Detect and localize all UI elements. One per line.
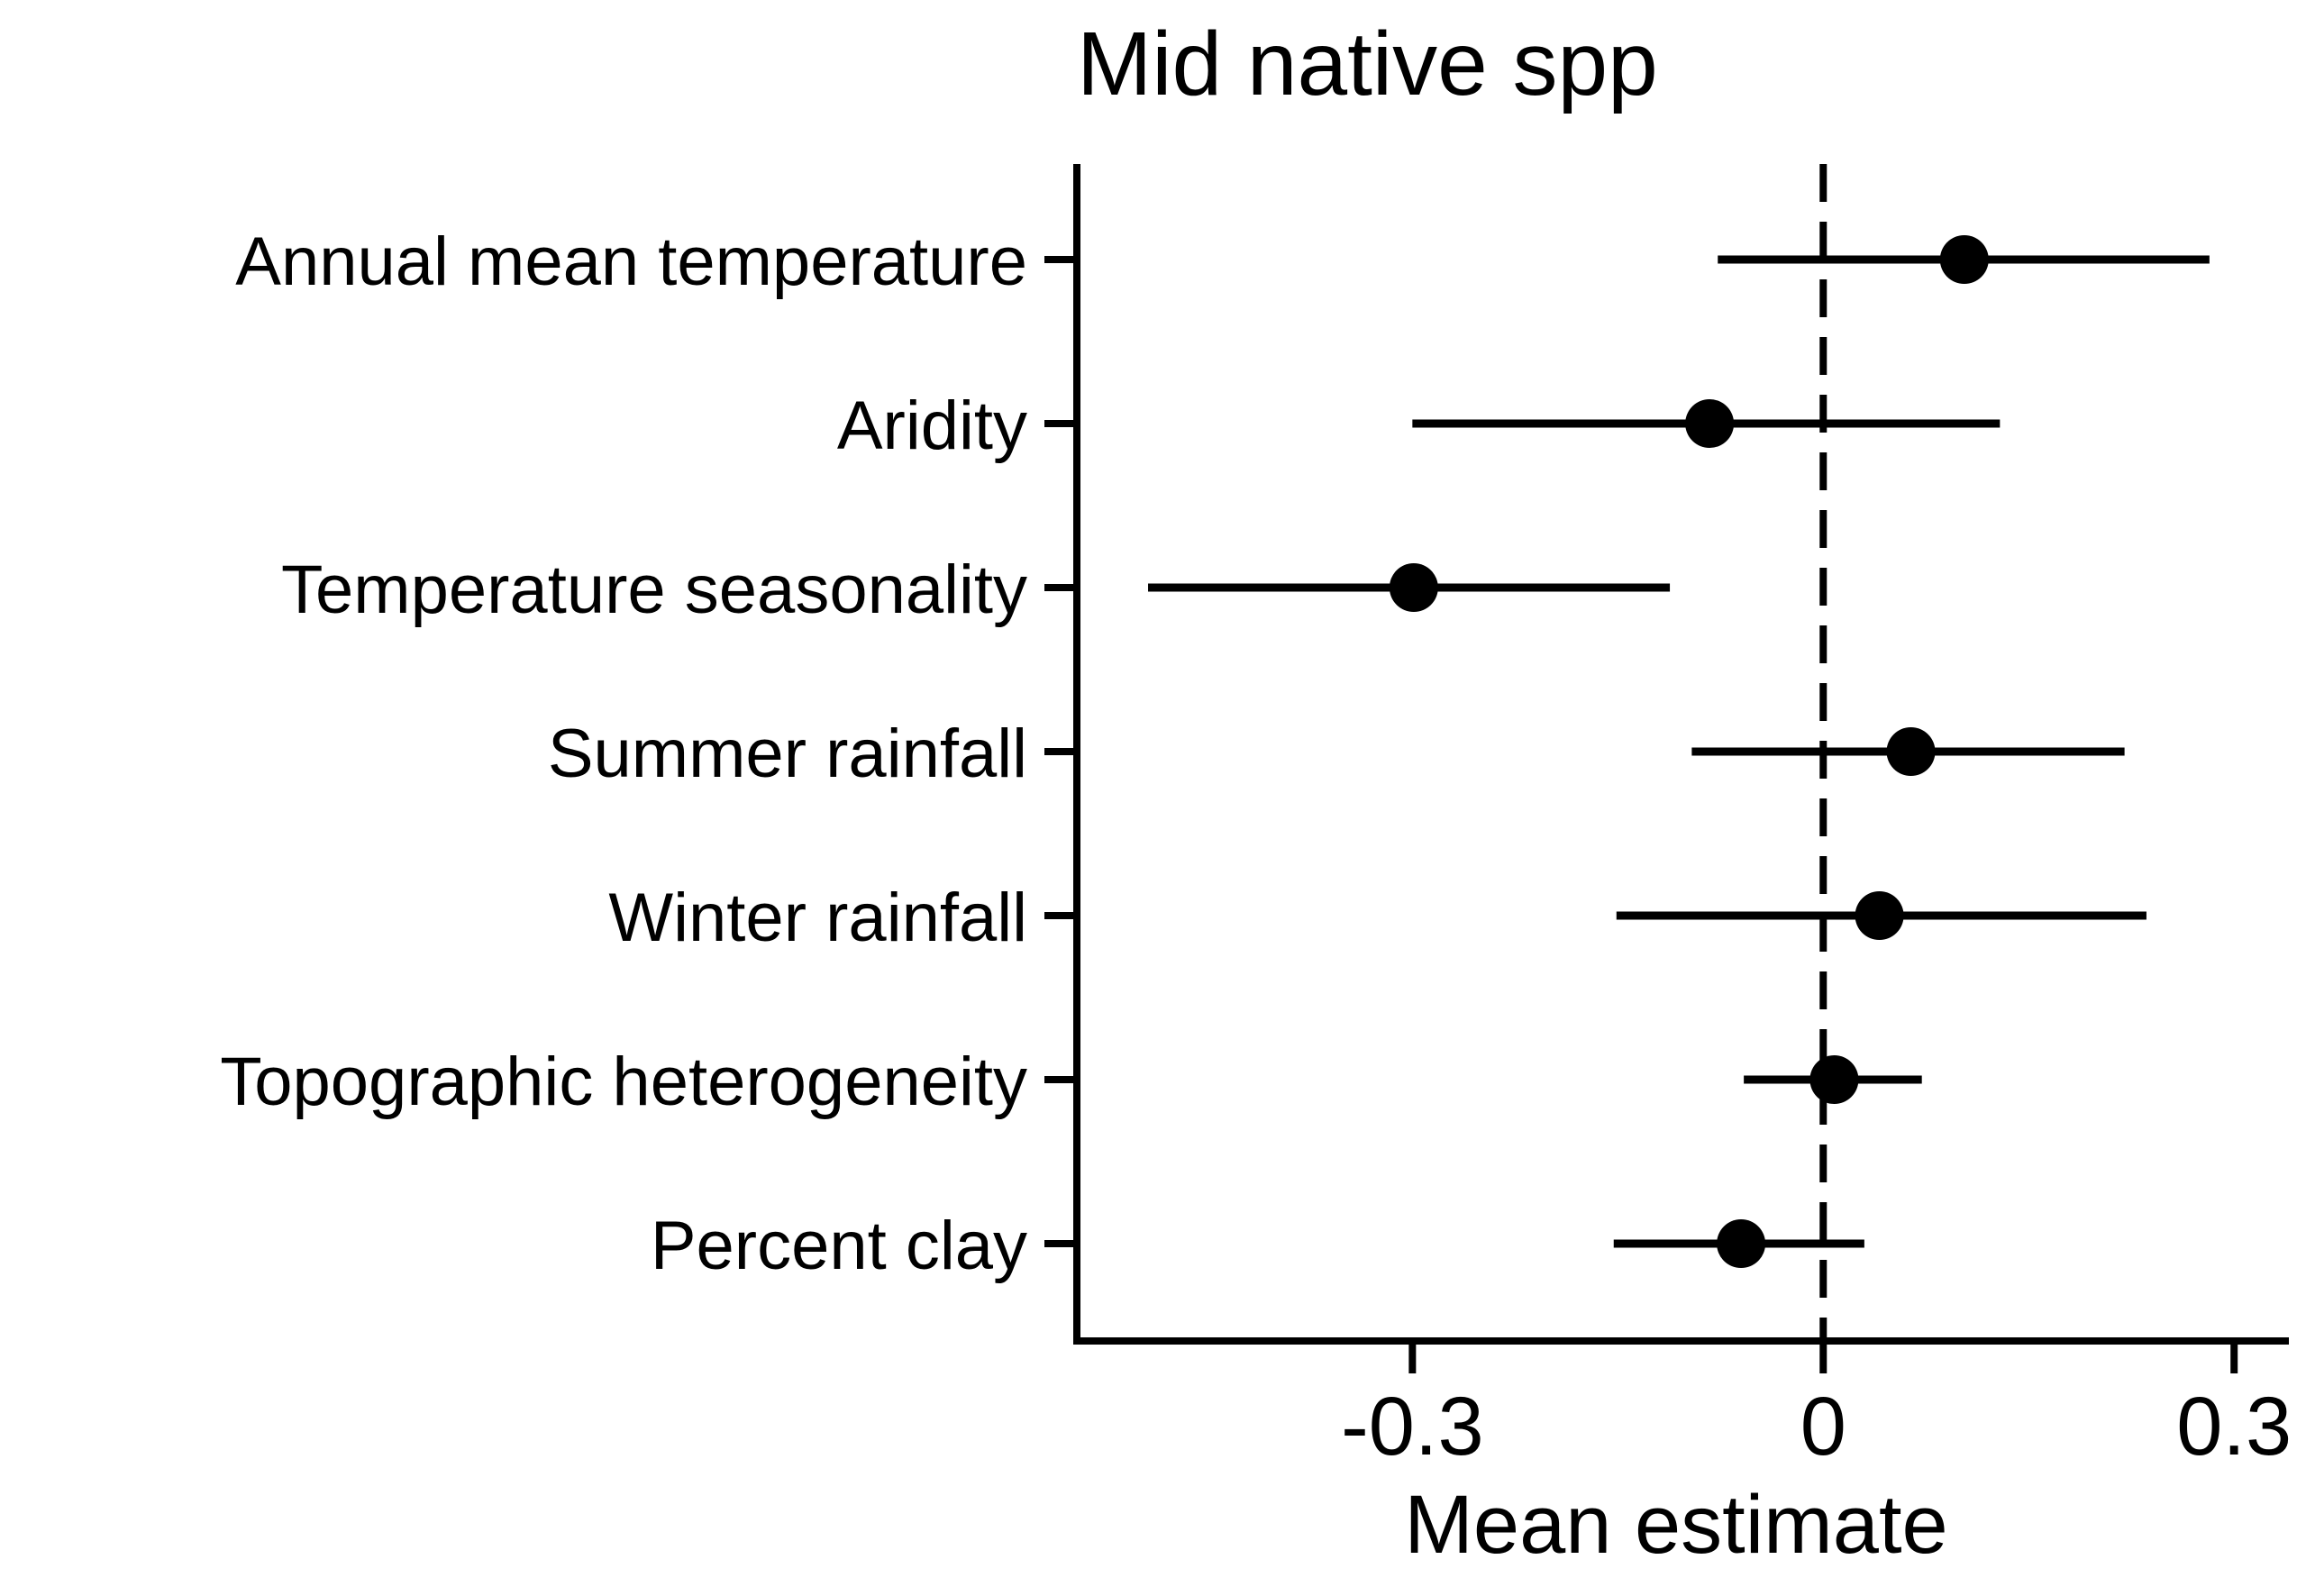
- y-tick-label: Winter rainfall: [608, 880, 1027, 956]
- x-axis-title: Mean estimate: [1404, 1479, 1947, 1571]
- y-tick-label: Summer rainfall: [548, 716, 1027, 792]
- chart-title: Mid native spp: [1077, 14, 1658, 114]
- estimate-point: [1685, 399, 1735, 448]
- y-tick-label: Topographic heterogeneity: [220, 1044, 1027, 1120]
- estimate-marks: [1148, 235, 2210, 1268]
- y-tick-label: Aridity: [837, 388, 1027, 464]
- y-tick-label: Annual mean temperature: [235, 223, 1027, 300]
- y-tick-label: Temperature seasonality: [281, 552, 1027, 628]
- x-axis-ticks: -0.3 0 0.3: [1341, 1341, 2292, 1473]
- estimate-point: [1939, 235, 1989, 284]
- y-axis-ticks: Annual mean temperature Aridity Temperatur…: [220, 223, 1077, 1284]
- y-tick-label: Percent clay: [651, 1208, 1027, 1284]
- estimate-point: [1855, 891, 1904, 940]
- x-tick-label: 0.3: [2176, 1381, 2292, 1473]
- estimate-point: [1717, 1219, 1766, 1268]
- estimate-point: [1389, 563, 1438, 612]
- x-tick-label: 0: [1800, 1381, 1846, 1473]
- estimate-point: [1886, 727, 1936, 776]
- x-tick-label: -0.3: [1341, 1381, 1484, 1473]
- estimate-point: [1809, 1055, 1859, 1104]
